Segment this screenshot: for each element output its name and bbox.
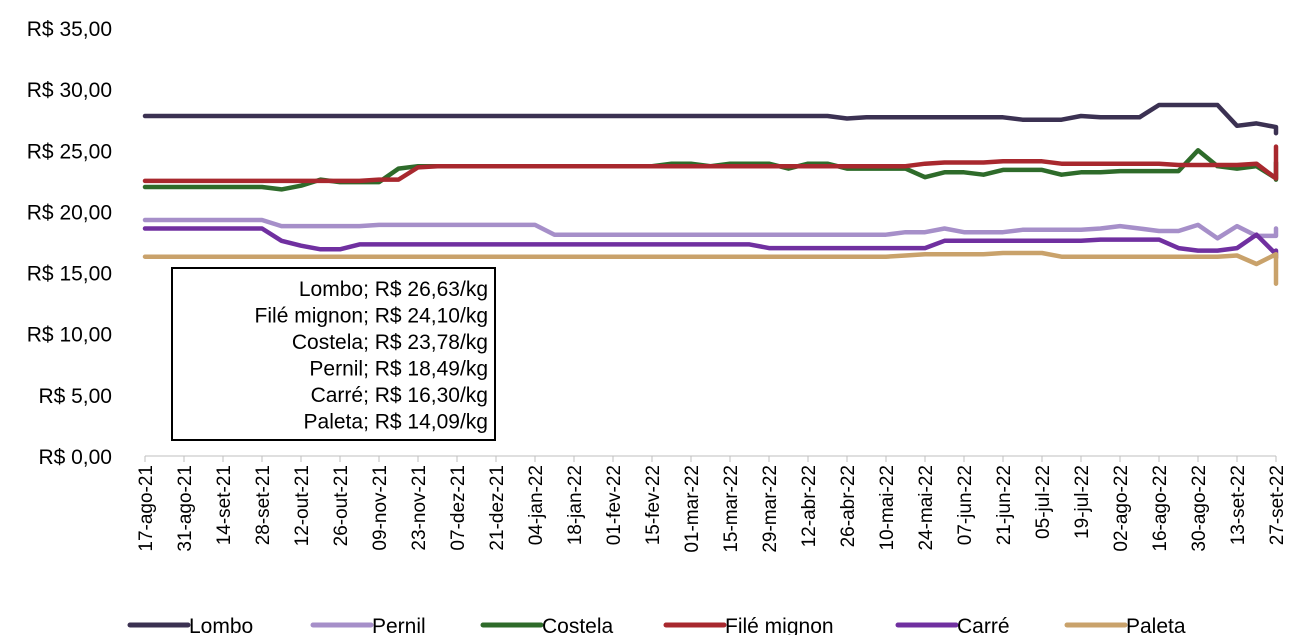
series-line-costela <box>142 148 1279 192</box>
y-axis: R$ 0,00 R$ 5,00 R$ 10,00 R$ 15,00 R$ 20,00 R$… <box>27 18 112 469</box>
x-axis: 17-ago-21 31-ago-21 14-set-21 28-set-21 12-o… <box>136 455 1288 553</box>
x-tick-label: 14-set-21 <box>214 465 235 545</box>
y-tick-label: R$ 30,00 <box>27 79 112 102</box>
x-tick-label: 15-mar-22 <box>721 465 742 553</box>
legend-label: Filé mignon <box>725 615 834 635</box>
x-tick-label: 01-mar-22 <box>682 465 703 553</box>
x-tick-label: 18-jan-22 <box>565 465 586 545</box>
legend: Lombo Pernil Costela Filé mignon Carré Paleta <box>127 615 1186 635</box>
x-tick-label: 15-fev-22 <box>643 465 664 545</box>
x-tick-label: 24-mai-22 <box>916 465 937 551</box>
x-tick-label: 01-fev-22 <box>604 465 625 545</box>
x-tick-label: 07-dez-21 <box>448 465 469 551</box>
y-tick-label: R$ 10,00 <box>27 324 112 347</box>
legend-label: Carré <box>957 615 1010 635</box>
annotation-line: Filé mignon; R$ 24,10/kg <box>255 305 488 328</box>
x-tick-label: 05-jul-22 <box>1033 465 1054 539</box>
x-tick-label: 16-ago-22 <box>1150 465 1171 552</box>
x-tick-label: 21-jun-22 <box>994 465 1015 545</box>
annotation-line: Carré; R$ 16,30/kg <box>311 384 488 407</box>
x-tick-label: 12-abr-22 <box>799 465 820 547</box>
annotation-frame <box>171 267 496 441</box>
y-tick-label: R$ 35,00 <box>27 18 112 41</box>
legend-label: Costela <box>542 615 614 635</box>
series-line-lombo <box>142 102 1279 136</box>
x-tick-label: 19-jul-22 <box>1072 465 1093 539</box>
annotation-line: Pernil; R$ 18,49/kg <box>309 358 488 381</box>
y-tick-label: R$ 20,00 <box>27 201 112 224</box>
x-tick-label: 23-nov-21 <box>409 465 430 551</box>
x-tick-label: 29-mar-22 <box>760 465 781 553</box>
legend-label: Lombo <box>189 615 253 635</box>
series-lines <box>142 102 1279 286</box>
x-tick-label: 17-ago-21 <box>136 465 157 552</box>
series-line-fil-mignon <box>142 144 1279 184</box>
annotation-line: Paleta; R$ 14,09/kg <box>304 411 488 434</box>
x-tick-label: 21-dez-21 <box>487 465 508 551</box>
x-tick-label: 26-out-21 <box>331 465 352 546</box>
x-tick-label: 10-mai-22 <box>877 465 898 551</box>
legend-label: Paleta <box>1126 615 1186 635</box>
x-tick-label: 31-ago-21 <box>175 465 196 552</box>
annotation-line: Costela; R$ 23,78/kg <box>292 331 488 354</box>
x-tick-label: 26-abr-22 <box>838 465 859 547</box>
annotation-line: Lombo; R$ 26,63/kg <box>299 278 488 301</box>
x-tick-label: 12-out-21 <box>292 465 313 546</box>
x-tick-label: 02-ago-22 <box>1111 465 1132 552</box>
x-tick-label: 13-set-22 <box>1228 465 1249 545</box>
x-tick-label: 28-set-21 <box>253 465 274 545</box>
y-tick-label: R$ 0,00 <box>38 446 112 469</box>
legend-label: Pernil <box>372 615 426 635</box>
x-tick-label: 30-ago-22 <box>1189 465 1210 552</box>
value-annotation-box: Lombo; R$ 26,63/kg Filé mignon; R$ 24,10/… <box>171 267 496 441</box>
series-line-carr- <box>142 226 1279 261</box>
series-line-paleta <box>142 250 1279 286</box>
y-tick-label: R$ 5,00 <box>38 385 112 408</box>
x-tick-label: 07-jun-22 <box>955 465 976 545</box>
y-tick-label: R$ 15,00 <box>27 263 112 286</box>
y-tick-label: R$ 25,00 <box>27 140 112 163</box>
x-tick-label: 09-nov-21 <box>370 465 391 551</box>
x-tick-label: 27-set-22 <box>1267 465 1288 545</box>
series-line-pernil <box>142 217 1279 241</box>
x-tick-label: 04-jan-22 <box>526 465 547 545</box>
